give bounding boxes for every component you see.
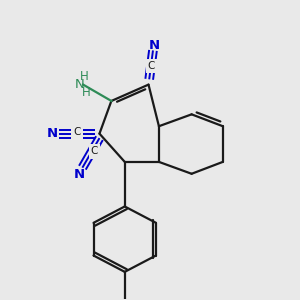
- Text: C: C: [74, 128, 81, 137]
- Text: H: H: [80, 70, 89, 83]
- Text: N: N: [47, 127, 58, 140]
- Text: H: H: [82, 86, 91, 99]
- Text: C: C: [148, 61, 155, 71]
- Text: N: N: [149, 39, 160, 52]
- Text: N: N: [74, 168, 85, 181]
- Text: N: N: [75, 78, 84, 91]
- Text: C: C: [91, 146, 98, 156]
